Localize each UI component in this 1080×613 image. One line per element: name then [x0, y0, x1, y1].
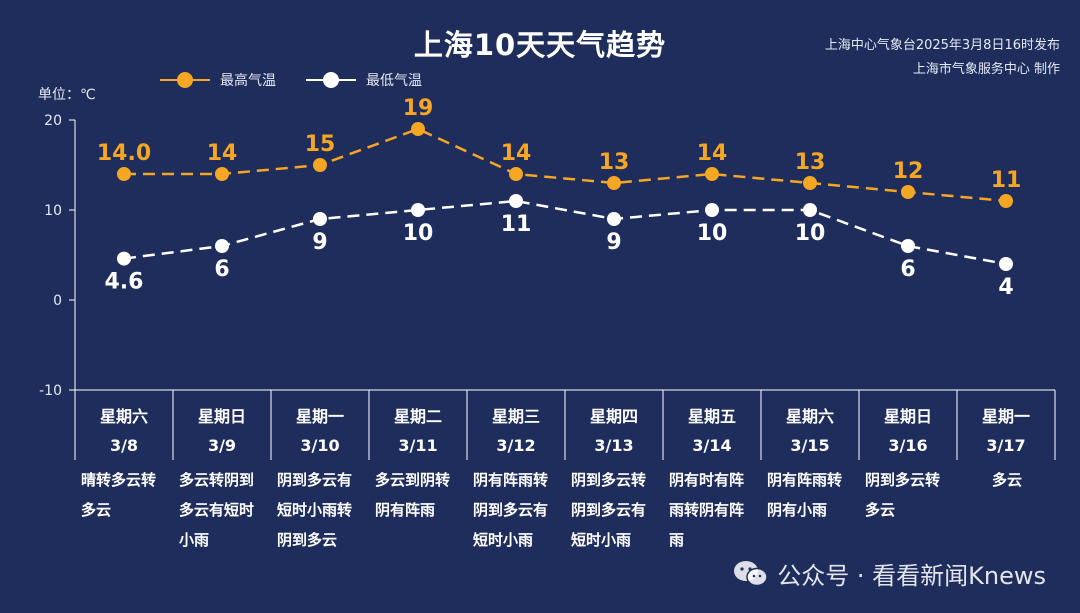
high-temp-label: 14 — [501, 141, 532, 166]
high-temp-label: 11 — [991, 168, 1022, 193]
high-temp-line — [124, 127, 1007, 203]
date-label: 3/17 — [986, 436, 1025, 455]
watermark: 公众号 · 看看新闻Knews — [733, 556, 1046, 591]
date-label: 3/12 — [496, 436, 535, 455]
weekday-label: 星期一 — [982, 407, 1030, 426]
low-temp-label: 4 — [998, 275, 1013, 300]
legend-item-low: 最低气温 — [306, 70, 422, 90]
high-temp-point — [411, 122, 425, 136]
high-temp-point — [117, 167, 131, 181]
y-tick-label: 10 — [44, 203, 62, 219]
low-temp-point — [215, 239, 229, 253]
low-temp-line — [123, 199, 1007, 266]
high-temp-label: 19 — [403, 96, 434, 121]
weather-description: 多云 — [991, 471, 1022, 489]
legend-label-high: 最高气温 — [220, 73, 276, 89]
low-temp-label: 6 — [214, 257, 229, 282]
y-tick-label: -10 — [39, 383, 62, 399]
weather-description: 阴有阵雨转阴有小雨 — [767, 471, 843, 519]
source-info: 上海中心气象台2025年3月8日16时发布 上海市气象服务中心 制作 — [825, 34, 1060, 82]
date-label: 3/16 — [888, 436, 927, 455]
high-temp-point — [901, 185, 915, 199]
low-temp-label: 11 — [501, 212, 532, 237]
low-temp-label: 10 — [697, 221, 728, 246]
legend-swatch-high — [160, 72, 210, 88]
weather-description: 阴有时有阵雨转阴有阵雨 — [669, 471, 745, 549]
low-temp-label: 4.6 — [105, 270, 144, 295]
low-temp-point — [607, 212, 621, 226]
date-label: 3/9 — [208, 436, 236, 455]
high-temp-label: 14 — [207, 141, 238, 166]
weather-description: 阴有阵雨转阴到多云有短时小雨 — [473, 471, 549, 549]
y-tick-label: 20 — [44, 113, 62, 129]
weekday-label: 星期四 — [590, 407, 638, 426]
low-temp-point — [313, 212, 327, 226]
temperature-chart: 20 10 0 -10 星期六 3/8 星期日 3/9 星期一 3/10 星期二 3/11 星期三 3/1… — [39, 96, 1056, 460]
wechat-icon — [734, 560, 769, 586]
date-label: 3/10 — [300, 436, 339, 455]
legend-label-low: 最低气温 — [366, 73, 422, 89]
legend-item-high: 最高气温 — [160, 70, 276, 90]
weekday-label: 星期五 — [688, 407, 736, 426]
date-label: 3/11 — [398, 436, 437, 455]
weather-description: 阴到多云转阴到多云有短时小雨 — [571, 471, 647, 549]
date-label: 3/13 — [594, 436, 633, 455]
high-temp-point — [509, 167, 523, 181]
legend-swatch-low — [306, 72, 356, 88]
low-temp-label: 10 — [795, 221, 826, 246]
high-temp-point — [313, 158, 327, 172]
low-temp-label: 6 — [900, 257, 915, 282]
chart-title: 上海10天天气趋势 — [413, 28, 667, 62]
high-temp-label: 15 — [305, 132, 336, 157]
high-temp-label: 13 — [599, 150, 630, 175]
low-temp-point — [901, 239, 915, 253]
low-temp-label: 9 — [312, 230, 327, 255]
source-line-1: 上海中心气象台2025年3月8日16时发布 — [824, 38, 1060, 53]
high-temp-point — [215, 167, 229, 181]
low-temp-point — [705, 203, 719, 217]
unit-label: 单位：℃ — [38, 87, 96, 103]
weather-description: 阴到多云转多云 — [865, 471, 941, 519]
weather-description: 多云转阴到多云有短时小雨 — [179, 471, 255, 549]
high-temp-point — [705, 167, 719, 181]
low-temp-point — [999, 257, 1013, 271]
high-temp-label: 12 — [893, 159, 924, 184]
low-temp-point — [117, 251, 131, 266]
high-temp-point — [607, 176, 621, 190]
high-temp-label: 14.0 — [97, 141, 151, 166]
date-label: 3/8 — [110, 436, 138, 455]
source-line-2: 上海市气象服务中心 制作 — [912, 62, 1060, 77]
weekday-label: 星期六 — [100, 407, 148, 426]
high-temp-point — [999, 194, 1013, 208]
high-temp-label: 14 — [697, 141, 728, 166]
weather-description: 阴到多云有短时小雨转阴到多云 — [277, 471, 353, 549]
low-temp-point — [411, 203, 425, 217]
weekday-label: 星期日 — [884, 407, 932, 426]
weather-description: 多云到阴转阴有阵雨 — [375, 471, 451, 519]
low-temp-point — [803, 203, 817, 217]
legend: 最高气温 最低气温 — [160, 70, 422, 90]
weekday-label: 星期二 — [394, 407, 442, 426]
weather-description: 晴转多云转多云 — [81, 471, 157, 519]
weekday-label: 星期日 — [198, 407, 246, 426]
y-tick-label: 0 — [53, 293, 62, 309]
watermark-text: 公众号 · 看看新闻Knews — [777, 562, 1046, 590]
date-label: 3/14 — [692, 436, 731, 455]
low-temp-label: 9 — [606, 230, 621, 255]
weather-descriptions: 晴转多云转多云 多云转阴到多云有短时小雨 阴到多云有短时小雨转阴到多云 多云到阴转阴有… — [75, 462, 1055, 555]
high-temp-label: 13 — [795, 150, 826, 175]
date-label: 3/15 — [790, 436, 829, 455]
low-temp-label: 10 — [403, 221, 434, 246]
low-temp-point — [509, 194, 523, 208]
high-temp-point — [803, 176, 817, 190]
weekday-label: 星期一 — [296, 407, 344, 426]
weekday-label: 星期六 — [786, 407, 834, 426]
weekday-label: 星期三 — [492, 407, 540, 426]
